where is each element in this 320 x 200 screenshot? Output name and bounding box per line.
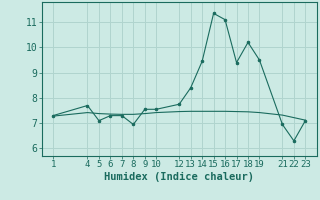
X-axis label: Humidex (Indice chaleur): Humidex (Indice chaleur) [104, 172, 254, 182]
